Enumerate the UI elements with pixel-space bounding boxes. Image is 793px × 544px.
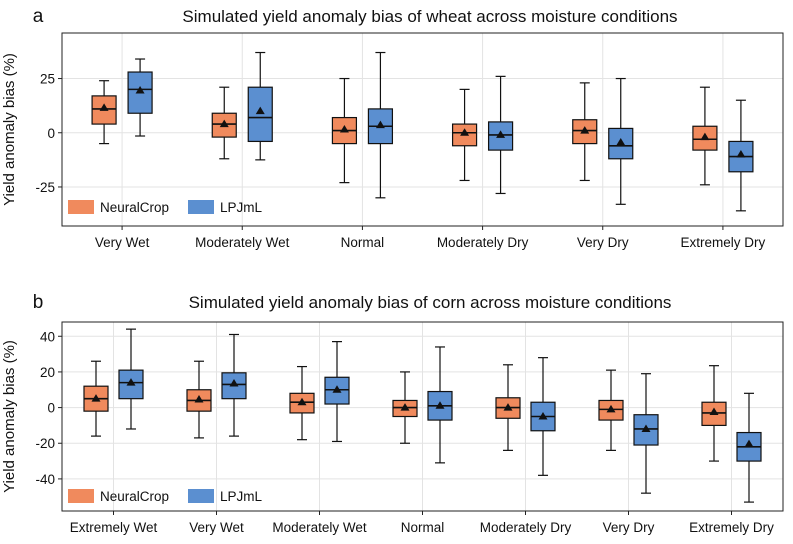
mean-marker bbox=[229, 379, 239, 387]
box-body bbox=[127, 71, 153, 114]
mean-marker bbox=[460, 128, 470, 136]
x-tick-label: Normal bbox=[401, 520, 445, 535]
box-lpjml-0 bbox=[118, 328, 144, 430]
box-lpjml-2 bbox=[324, 341, 350, 443]
x-tick-label: Extremely Dry bbox=[689, 520, 774, 535]
box-lpjml-5 bbox=[728, 99, 754, 212]
y-tick-label: -25 bbox=[35, 180, 55, 195]
mean-marker bbox=[126, 378, 136, 386]
mean-marker bbox=[700, 132, 710, 141]
mean-marker bbox=[219, 119, 229, 128]
mean-marker bbox=[538, 412, 548, 420]
plot-frame bbox=[61, 32, 784, 227]
mean-marker bbox=[332, 385, 342, 393]
box-neuralcrop-2 bbox=[289, 365, 315, 441]
box-lpjml-3 bbox=[487, 75, 514, 195]
x-tick-label: Moderately Wet bbox=[272, 520, 367, 535]
box-neuralcrop-6 bbox=[701, 365, 727, 462]
y-tick-label: 40 bbox=[40, 329, 55, 344]
mean-marker bbox=[736, 149, 746, 158]
y-tick-label: -20 bbox=[35, 436, 55, 451]
box-lpjml-2 bbox=[367, 51, 394, 199]
mean-marker bbox=[99, 103, 109, 111]
mean-marker bbox=[709, 407, 719, 416]
mean-marker bbox=[194, 395, 204, 403]
x-tick-label: Normal bbox=[341, 235, 385, 250]
box-neuralcrop-5 bbox=[598, 369, 624, 451]
box-lpjml-4 bbox=[608, 77, 634, 205]
mean-marker bbox=[91, 394, 101, 402]
mean-marker bbox=[255, 106, 265, 115]
legend-swatch-neuralcrop bbox=[68, 489, 94, 503]
box-neuralcrop-3 bbox=[451, 88, 478, 182]
box-neuralcrop-4 bbox=[572, 82, 598, 182]
chart-title: Simulated yield anomaly bias of wheat ac… bbox=[182, 7, 677, 26]
mean-marker bbox=[641, 424, 651, 432]
mean-marker bbox=[503, 403, 513, 411]
box-body bbox=[487, 121, 514, 151]
box-neuralcrop-4 bbox=[495, 364, 521, 451]
y-tick-label: -40 bbox=[35, 472, 55, 487]
x-tick-label: Moderately Wet bbox=[195, 235, 290, 250]
mean-marker bbox=[435, 401, 445, 409]
x-tick-label: Moderately Dry bbox=[480, 520, 572, 535]
box-lpjml-5 bbox=[633, 373, 659, 494]
box-neuralcrop-5 bbox=[692, 86, 718, 186]
panel-letter: a bbox=[33, 6, 44, 27]
x-tick-label: Very Dry bbox=[577, 235, 629, 250]
y-tick-label: 25 bbox=[40, 72, 55, 87]
legend-label-neuralcrop: NeuralCrop bbox=[100, 200, 169, 215]
x-tick-label: Very Wet bbox=[189, 520, 244, 535]
legend: NeuralCrop LPJmL bbox=[68, 200, 263, 215]
box-lpjml-6 bbox=[736, 392, 762, 503]
box-neuralcrop-0 bbox=[91, 80, 117, 145]
mean-marker bbox=[135, 85, 145, 94]
y-tick-label: 0 bbox=[47, 126, 55, 141]
y-axis-label: Yield anomaly bias (%) bbox=[1, 340, 18, 493]
box-lpjml-1 bbox=[247, 51, 273, 161]
legend-swatch-neuralcrop bbox=[68, 200, 94, 214]
box-neuralcrop-1 bbox=[211, 86, 237, 160]
box-body bbox=[324, 376, 350, 405]
x-tick-label: Extremely Wet bbox=[70, 520, 158, 535]
x-tick-label: Extremely Dry bbox=[681, 235, 766, 250]
legend-label-lpjml: LPJmL bbox=[220, 200, 263, 215]
box-lpjml-3 bbox=[427, 346, 453, 464]
box-lpjml-1 bbox=[221, 333, 247, 437]
panel-b: b Simulated yield anomaly bias of corn ac… bbox=[1, 292, 784, 535]
mean-marker bbox=[339, 125, 349, 133]
mean-marker bbox=[606, 404, 616, 413]
panel-letter: b bbox=[33, 292, 44, 313]
legend-label-lpjml: LPJmL bbox=[220, 489, 263, 504]
mean-marker bbox=[496, 130, 506, 138]
x-tick-label: Very Dry bbox=[603, 520, 655, 535]
legend-swatch-lpjml bbox=[188, 200, 214, 214]
x-tick-label: Very Wet bbox=[95, 235, 150, 250]
box-lpjml-4 bbox=[530, 357, 556, 476]
panel-a: a Simulated yield anomaly bias of wheat a… bbox=[1, 6, 784, 250]
box-neuralcrop-2 bbox=[331, 77, 358, 184]
x-tick-label: Moderately Dry bbox=[437, 235, 529, 250]
box-neuralcrop-0 bbox=[83, 360, 109, 437]
mean-marker bbox=[580, 126, 590, 134]
mean-marker bbox=[297, 397, 307, 406]
mean-marker bbox=[400, 403, 410, 411]
box-body bbox=[247, 86, 273, 143]
y-tick-label: 0 bbox=[47, 401, 55, 416]
mean-marker bbox=[375, 120, 385, 129]
y-axis-label: Yield anomaly bias (%) bbox=[1, 53, 18, 206]
box-lpjml-0 bbox=[127, 58, 153, 137]
legend: NeuralCrop LPJmL bbox=[68, 489, 263, 504]
box-neuralcrop-3 bbox=[392, 371, 418, 444]
box-neuralcrop-1 bbox=[186, 360, 212, 439]
legend-swatch-lpjml bbox=[188, 489, 214, 503]
chart-title: Simulated yield anomaly bias of corn acr… bbox=[189, 293, 672, 312]
mean-marker bbox=[616, 138, 626, 146]
y-tick-label: 20 bbox=[40, 365, 55, 380]
legend-label-neuralcrop: NeuralCrop bbox=[100, 489, 169, 504]
mean-marker bbox=[744, 439, 754, 448]
